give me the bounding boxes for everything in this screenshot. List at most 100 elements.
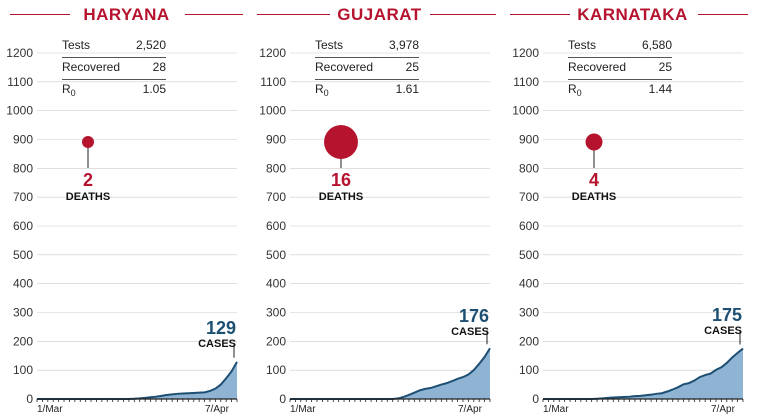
stats-row-recovered: Recovered 25	[315, 58, 419, 80]
y-tick-label: 1100	[513, 75, 539, 89]
r0-sub: 0	[70, 88, 76, 98]
stats-value: 25	[658, 60, 672, 74]
chart-svg: 0 100 200 300 400 500 600 700 800 900 1000 1100 1200	[259, 46, 491, 406]
stats-label: Tests	[62, 38, 91, 52]
r0-main: R	[315, 82, 324, 96]
stats-value: 2,520	[135, 38, 166, 52]
stats-label: Recovered	[568, 60, 627, 74]
y-tick-label: 100	[519, 363, 539, 377]
stats-value: 25	[405, 60, 419, 74]
y-tick-label: 1100	[260, 75, 286, 89]
y-tick-label: 0	[26, 392, 33, 406]
y-tick-label: 300	[519, 306, 539, 320]
y-tick-label: 100	[13, 363, 33, 377]
stats-value: 3,978	[388, 38, 419, 52]
stats-label: Recovered	[315, 60, 374, 74]
y-tick-label: 100	[266, 363, 286, 377]
y-tick-label: 300	[13, 306, 33, 320]
r0-main: R	[62, 82, 71, 96]
cases-label: CASES	[451, 326, 489, 338]
y-tick-label: 700	[519, 190, 539, 204]
y-tick-label: 600	[13, 219, 33, 233]
deaths-value: 2	[82, 170, 93, 190]
stats-label: R0	[315, 80, 329, 101]
stats-row-tests: Tests 3,978	[315, 36, 419, 58]
stats-value: 1.05	[142, 82, 166, 96]
stats-row-recovered: Recovered 25	[568, 58, 672, 80]
stats-label: Tests	[568, 38, 597, 52]
x-start-label: 1/Mar	[543, 404, 569, 415]
stats-label: Tests	[315, 38, 344, 52]
chart-svg: 0 100 200 300 400 500 600 700 800 900 1000 1100 1200	[6, 46, 238, 406]
stats-row-recovered: Recovered 28	[62, 58, 166, 80]
chart-title: HARYANA	[77, 5, 176, 24]
deaths-label: DEATHS	[318, 191, 364, 203]
deaths-bubble	[82, 136, 94, 148]
y-tick-label: 800	[13, 161, 33, 175]
x-end-label: 7/Apr	[711, 404, 735, 415]
x-start-label: 1/Mar	[290, 404, 316, 415]
deaths-value: 16	[330, 170, 352, 190]
r0-sub: 0	[576, 88, 582, 98]
y-tick-label: 1100	[7, 75, 33, 89]
y-tick-label: 400	[266, 277, 286, 291]
y-tick-label: 1200	[6, 46, 33, 60]
y-tick-label: 700	[266, 190, 286, 204]
y-tick-label: 700	[13, 190, 33, 204]
y-tick-label: 1000	[259, 104, 286, 118]
title-rule-right	[698, 14, 748, 15]
y-tick-label: 0	[279, 392, 286, 406]
stats-value: 28	[152, 60, 166, 74]
cases-label: CASES	[704, 325, 742, 337]
y-tick-label: 1200	[512, 46, 539, 60]
chart-panel-gujarat: 0 100 200 300 400 500 600 700 800 900 1000 1100 1200…	[253, 0, 506, 420]
stats-row-r0: R0 1.61	[315, 80, 419, 101]
y-tick-label: 800	[266, 161, 286, 175]
cases-area	[37, 361, 237, 399]
cases-area	[290, 348, 490, 399]
title-rule-left	[257, 14, 330, 15]
stats-row-tests: Tests 6,580	[568, 36, 672, 58]
stats-label: R0	[62, 80, 76, 101]
stats-label: R0	[568, 80, 582, 101]
stats-value: 1.61	[395, 82, 419, 96]
y-tick-label: 500	[519, 248, 539, 262]
stats-table: Tests 6,580 Recovered 25 R0 1.44	[568, 36, 672, 101]
deaths-label: DEATHS	[571, 191, 617, 203]
y-tick-label: 900	[519, 133, 539, 147]
cases-value: 175	[711, 305, 742, 325]
y-tick-label: 200	[13, 334, 33, 348]
cases-area	[543, 348, 743, 399]
stats-row-r0: R0 1.05	[62, 80, 166, 101]
y-tick-label: 200	[519, 334, 539, 348]
title-rule-left	[10, 14, 70, 15]
y-tick-label: 1000	[6, 104, 33, 118]
cases-label: CASES	[198, 338, 236, 350]
x-end-label: 7/Apr	[205, 404, 229, 415]
r0-sub: 0	[323, 88, 329, 98]
y-tick-label: 900	[13, 133, 33, 147]
chart-svg: 0 100 200 300 400 500 600 700 800 900 1000 1100 1200	[512, 46, 744, 406]
title-rule-right	[185, 14, 243, 15]
y-tick-label: 500	[13, 248, 33, 262]
chart-title: GUJARAT	[331, 5, 428, 24]
y-tick-label: 1200	[259, 46, 286, 60]
chart-title: KARNATAKA	[571, 5, 694, 24]
cases-value: 176	[458, 306, 489, 326]
stats-table: Tests 2,520 Recovered 28 R0 1.05	[62, 36, 166, 101]
stats-row-r0: R0 1.44	[568, 80, 672, 101]
cases-value: 129	[205, 318, 236, 338]
title-rule-right	[430, 14, 496, 15]
y-tick-label: 400	[13, 277, 33, 291]
y-tick-label: 800	[519, 161, 539, 175]
title-rule-left	[510, 14, 570, 15]
deaths-value: 4	[588, 170, 599, 190]
y-tick-label: 0	[532, 392, 539, 406]
stats-table: Tests 3,978 Recovered 25 R0 1.61	[315, 36, 419, 101]
chart-panel-haryana: 0 100 200 300 400 500 600 700 800 900 1000 1100 1200…	[0, 0, 253, 420]
y-tick-label: 300	[266, 306, 286, 320]
y-tick-label: 600	[266, 219, 286, 233]
y-tick-label: 500	[266, 248, 286, 262]
deaths-bubble	[324, 125, 358, 159]
chart-panel-karnataka: 0 100 200 300 400 500 600 700 800 900 1000 1100 1200…	[506, 0, 759, 420]
